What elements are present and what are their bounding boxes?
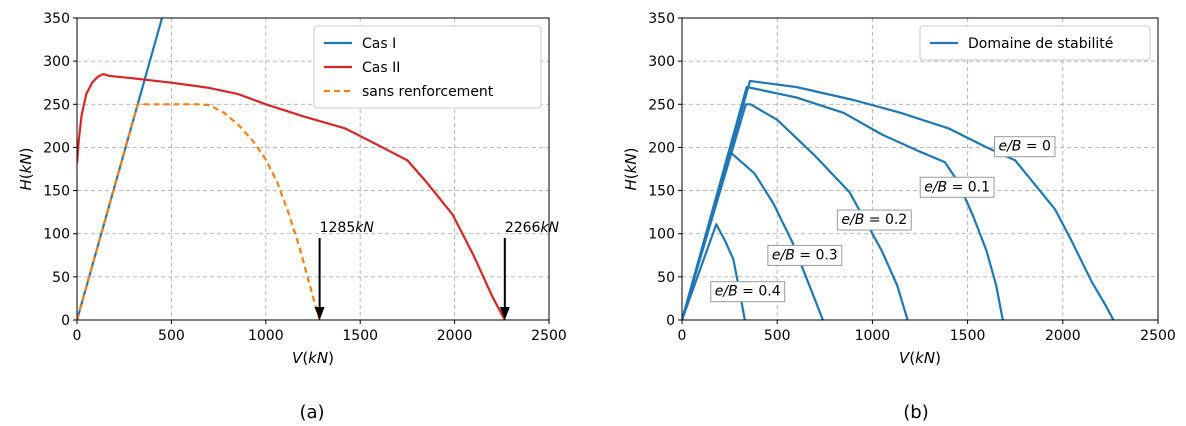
plot-frame bbox=[76, 17, 550, 321]
curve-label: e/B = 0.1 bbox=[919, 176, 995, 198]
y-axis-label: H(kN) bbox=[622, 148, 640, 191]
x-tick-label: 0 bbox=[678, 328, 687, 344]
chart-panel-b: 0 500 1000 1500 2000 2500 0 50 100 150 200 250 300 35… bbox=[622, 11, 1176, 367]
series-line-eb-1 bbox=[682, 85, 1004, 320]
legend-label: Cas II bbox=[362, 60, 400, 76]
x-axis-label: V(kN) bbox=[899, 349, 941, 367]
y-tick-label: 200 bbox=[43, 140, 70, 156]
curve-label: e/B = 0.2 bbox=[836, 209, 912, 231]
grid-lines bbox=[682, 18, 1158, 320]
curve-label-box bbox=[836, 209, 912, 231]
curve-label-box bbox=[993, 136, 1056, 158]
series-line-cas-i bbox=[77, 18, 164, 320]
legend-box bbox=[313, 25, 542, 109]
arrow-label: 1285kN bbox=[320, 220, 375, 236]
curve-label-box bbox=[767, 244, 843, 266]
y-tick-label: 0 bbox=[666, 313, 675, 329]
x-tick-label: 1000 bbox=[248, 328, 284, 344]
x-tick-label: 1500 bbox=[342, 328, 378, 344]
y-tick-label: 250 bbox=[43, 97, 70, 113]
legend-label: Cas I bbox=[362, 36, 396, 52]
y-tick-label: 100 bbox=[648, 227, 675, 243]
curve-label-box bbox=[919, 176, 995, 198]
curve-label-box bbox=[710, 281, 786, 303]
x-tick-label: 2500 bbox=[531, 328, 567, 344]
chart-panel-a: 0 500 1000 1500 2000 2500 0 50 100 150 200 250 300 35… bbox=[17, 11, 567, 367]
arrow-head bbox=[314, 307, 325, 320]
curve-label: e/B = 0.4 bbox=[710, 281, 786, 303]
y-tick-label: 350 bbox=[648, 11, 675, 27]
y-tick-label: 350 bbox=[43, 11, 70, 27]
curve-label: e/B = 0 bbox=[993, 136, 1056, 158]
y-tick-label: 250 bbox=[648, 97, 675, 113]
series-line-eb-4 bbox=[682, 223, 746, 320]
plot-frame bbox=[681, 17, 1159, 321]
y-tick-label: 300 bbox=[43, 54, 70, 70]
y-tick-label: 50 bbox=[657, 270, 675, 286]
y-axis-label: H(kN) bbox=[17, 148, 35, 191]
curve-label-text: e/B = 0 bbox=[998, 139, 1050, 155]
x-tick-label: 2000 bbox=[1045, 328, 1081, 344]
legend-box bbox=[919, 25, 1151, 61]
x-tick-label: 0 bbox=[73, 328, 82, 344]
x-tick-label: 500 bbox=[764, 328, 791, 344]
series-line-eb-3 bbox=[682, 151, 824, 320]
series-line-cas-ii bbox=[77, 73, 506, 320]
caption-b: (b) bbox=[903, 402, 928, 423]
legend: Cas I Cas II sans renforcement bbox=[313, 25, 542, 109]
y-tick-label: 300 bbox=[648, 54, 675, 70]
legend-label: sans renforcement bbox=[362, 84, 494, 100]
legend: Domaine de stabilité bbox=[919, 25, 1151, 61]
y-tick-label: 150 bbox=[43, 184, 70, 200]
y-tick-label: 150 bbox=[648, 184, 675, 200]
curve-label-text: e/B = 0.4 bbox=[715, 284, 781, 300]
caption-a: (a) bbox=[299, 402, 324, 423]
curve-label-text: e/B = 0.2 bbox=[841, 212, 907, 228]
arrow-label: 2266kN bbox=[505, 220, 560, 236]
x-axis-label: V(kN) bbox=[292, 349, 334, 367]
legend-label: Domaine de stabilité bbox=[968, 36, 1113, 52]
x-tick-label: 1000 bbox=[855, 328, 891, 344]
plot-area bbox=[77, 18, 506, 320]
curve-label: e/B = 0.3 bbox=[767, 244, 843, 266]
x-tick-label: 2000 bbox=[437, 328, 473, 344]
series-line-eb-2 bbox=[682, 103, 909, 320]
arrow-head bbox=[499, 307, 510, 320]
series-line-sans-renforcement bbox=[77, 103, 321, 320]
curve-label-text: e/B = 0.3 bbox=[772, 247, 838, 263]
y-tick-label: 200 bbox=[648, 140, 675, 156]
y-tick-label: 50 bbox=[52, 270, 70, 286]
y-tick-label: 0 bbox=[61, 313, 70, 329]
x-tick-label: 1500 bbox=[950, 328, 986, 344]
x-tick-label: 500 bbox=[158, 328, 185, 344]
x-tick-label: 2500 bbox=[1140, 328, 1176, 344]
y-tick-label: 100 bbox=[43, 227, 70, 243]
curve-label-text: e/B = 0.1 bbox=[924, 179, 990, 195]
